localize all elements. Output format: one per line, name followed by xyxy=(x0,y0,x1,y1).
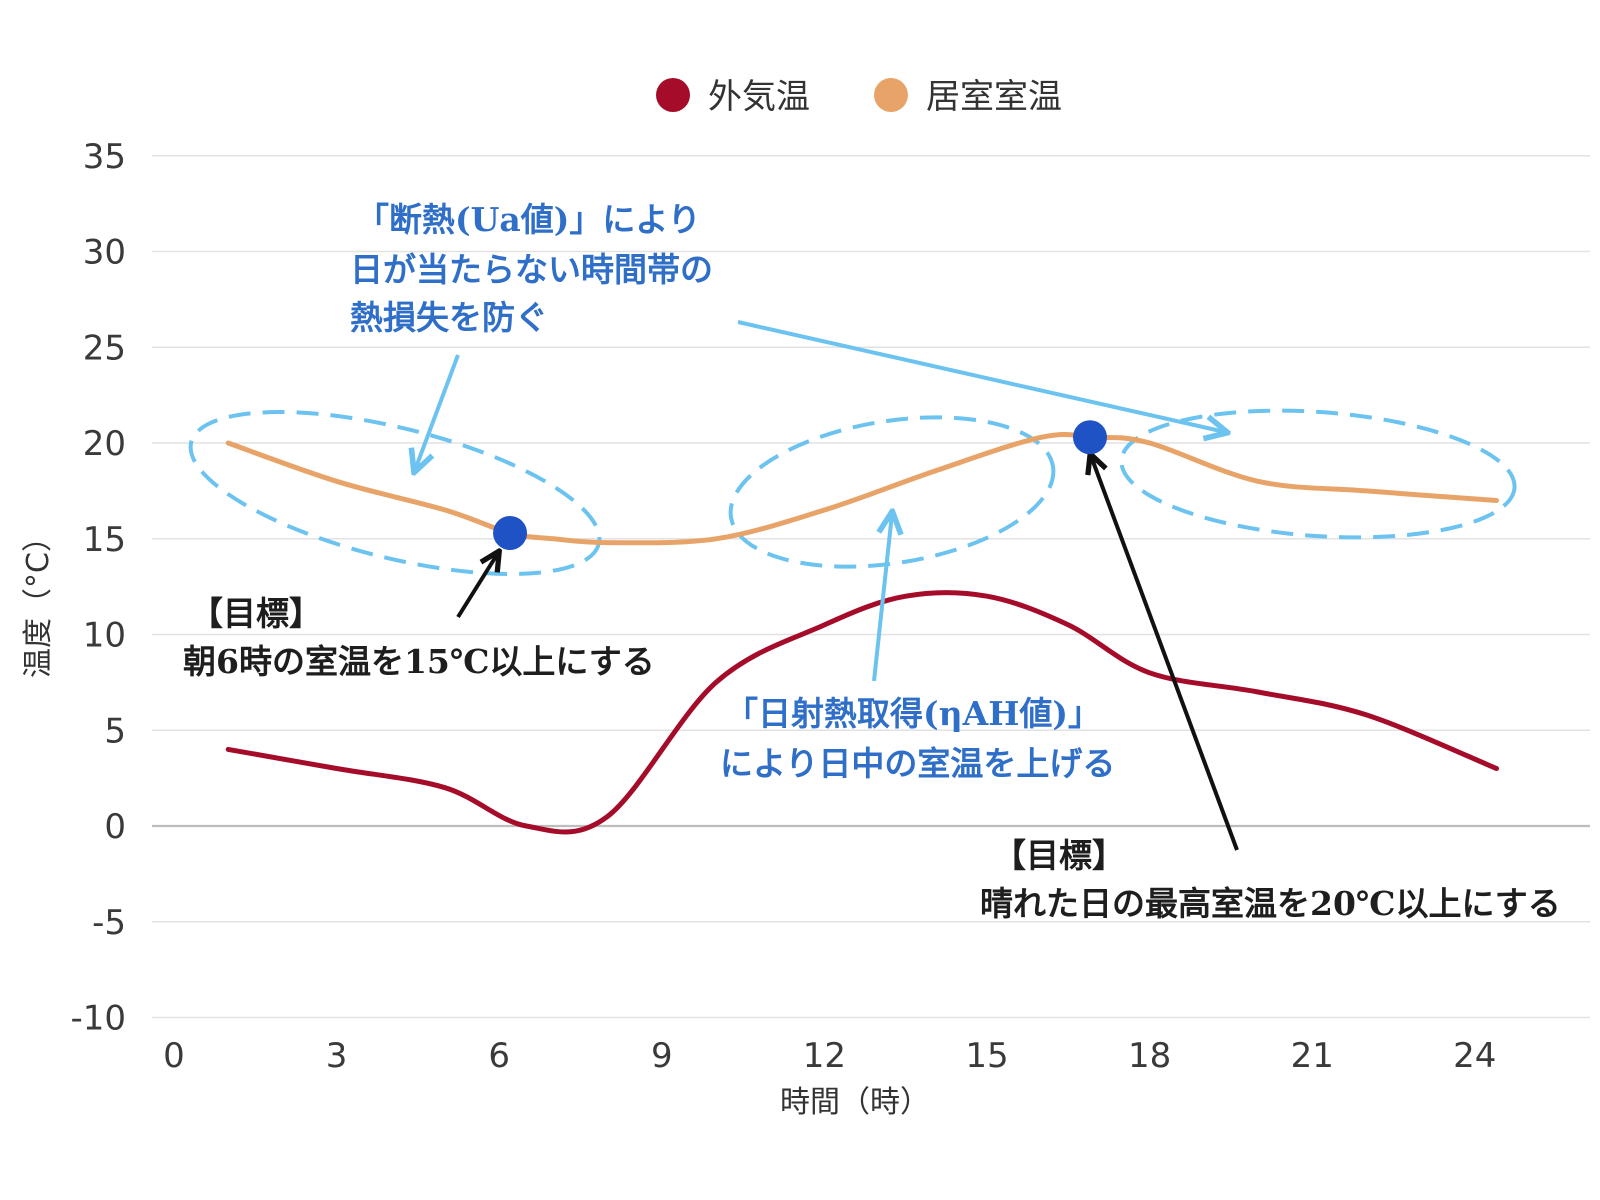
ellipse-evening-loss xyxy=(1119,408,1517,540)
target-markers xyxy=(493,420,1107,551)
arrow-ua-right xyxy=(737,320,1225,432)
legend: 外気温 居室室温 xyxy=(656,77,1062,117)
legend-marker-outdoor xyxy=(656,78,690,112)
y-tick-label: 25 xyxy=(83,328,126,368)
ellipse-solid-gain xyxy=(728,415,1056,569)
gridlines xyxy=(152,154,1590,1019)
annotation-nah-line-2: により日中の室温を上げる xyxy=(720,744,1115,783)
arrow-ua-left xyxy=(415,354,460,470)
annotation-ua: 「断熱(Ua値)」により 日が当たらない時間帯の 熱損失を防ぐ xyxy=(350,200,713,337)
annotation-ua-line-3: 熱損失を防ぐ xyxy=(350,298,548,337)
x-tick-label: 15 xyxy=(965,1036,1008,1076)
annotation-nah: 「日射熱取得(ηAH値)」 により日中の室温を上げる xyxy=(720,694,1115,783)
x-tick-label: 18 xyxy=(1128,1036,1171,1076)
annotation-ua-line-1: 「断熱(Ua値)」により xyxy=(356,200,701,239)
y-tick-label: 20 xyxy=(83,424,126,464)
y-axis-ticks: 35 30 25 20 15 10 5 0 -5 -10 xyxy=(70,137,126,1039)
y-axis-title: 温度（°C） xyxy=(21,522,56,678)
series-line-room xyxy=(225,431,1499,546)
goal-peak-text: 晴れた日の最高室温を20℃以上にする xyxy=(980,884,1561,923)
target-marker-2 xyxy=(1072,420,1107,455)
x-tick-label: 21 xyxy=(1291,1036,1334,1076)
annotation-arrows xyxy=(415,320,1239,851)
y-tick-label: 15 xyxy=(83,520,126,560)
goal-morning-text: 朝6時の室温を15℃以上にする xyxy=(183,642,655,681)
annotation-goal-peak: 【目標】 晴れた日の最高室温を20℃以上にする xyxy=(980,836,1561,923)
x-axis-title: 時間（時） xyxy=(780,1085,930,1120)
y-tick-label: 30 xyxy=(83,233,126,273)
x-axis-ticks: 0 3 6 9 12 15 18 21 24 xyxy=(163,1036,1496,1076)
annotation-nah-line-1: 「日射熱取得(ηAH値)」 xyxy=(725,694,1101,733)
x-tick-label: 12 xyxy=(803,1036,846,1076)
y-tick-label: 10 xyxy=(83,616,126,656)
legend-label-room: 居室室温 xyxy=(926,77,1062,117)
annotation-goal-morning: 【目標】 朝6時の室温を15℃以上にする xyxy=(183,594,655,681)
y-tick-label: 0 xyxy=(104,807,126,847)
x-tick-label: 6 xyxy=(488,1036,510,1076)
y-tick-label: 35 xyxy=(83,137,126,177)
target-marker-1 xyxy=(493,516,528,551)
y-tick-label: 5 xyxy=(104,711,126,751)
annotation-ua-line-2: 日が当たらない時間帯の xyxy=(350,250,713,289)
arrow-goal-peak xyxy=(1091,456,1239,851)
y-tick-label: -5 xyxy=(92,903,126,943)
series-line-outdoor xyxy=(225,590,1499,835)
x-tick-label: 24 xyxy=(1453,1036,1496,1076)
x-tick-label: 9 xyxy=(651,1036,673,1076)
x-tick-label: 0 xyxy=(163,1036,185,1076)
x-tick-label: 3 xyxy=(326,1036,348,1076)
goal-morning-heading: 【目標】 xyxy=(190,594,322,633)
ellipse-night-loss xyxy=(188,410,602,576)
arrow-goal-morning xyxy=(456,553,498,619)
y-tick-label: -10 xyxy=(70,999,126,1039)
arrow-nah xyxy=(872,514,892,682)
legend-label-outdoor: 外気温 xyxy=(708,77,810,117)
goal-peak-heading: 【目標】 xyxy=(993,836,1125,875)
legend-marker-room xyxy=(874,78,908,112)
